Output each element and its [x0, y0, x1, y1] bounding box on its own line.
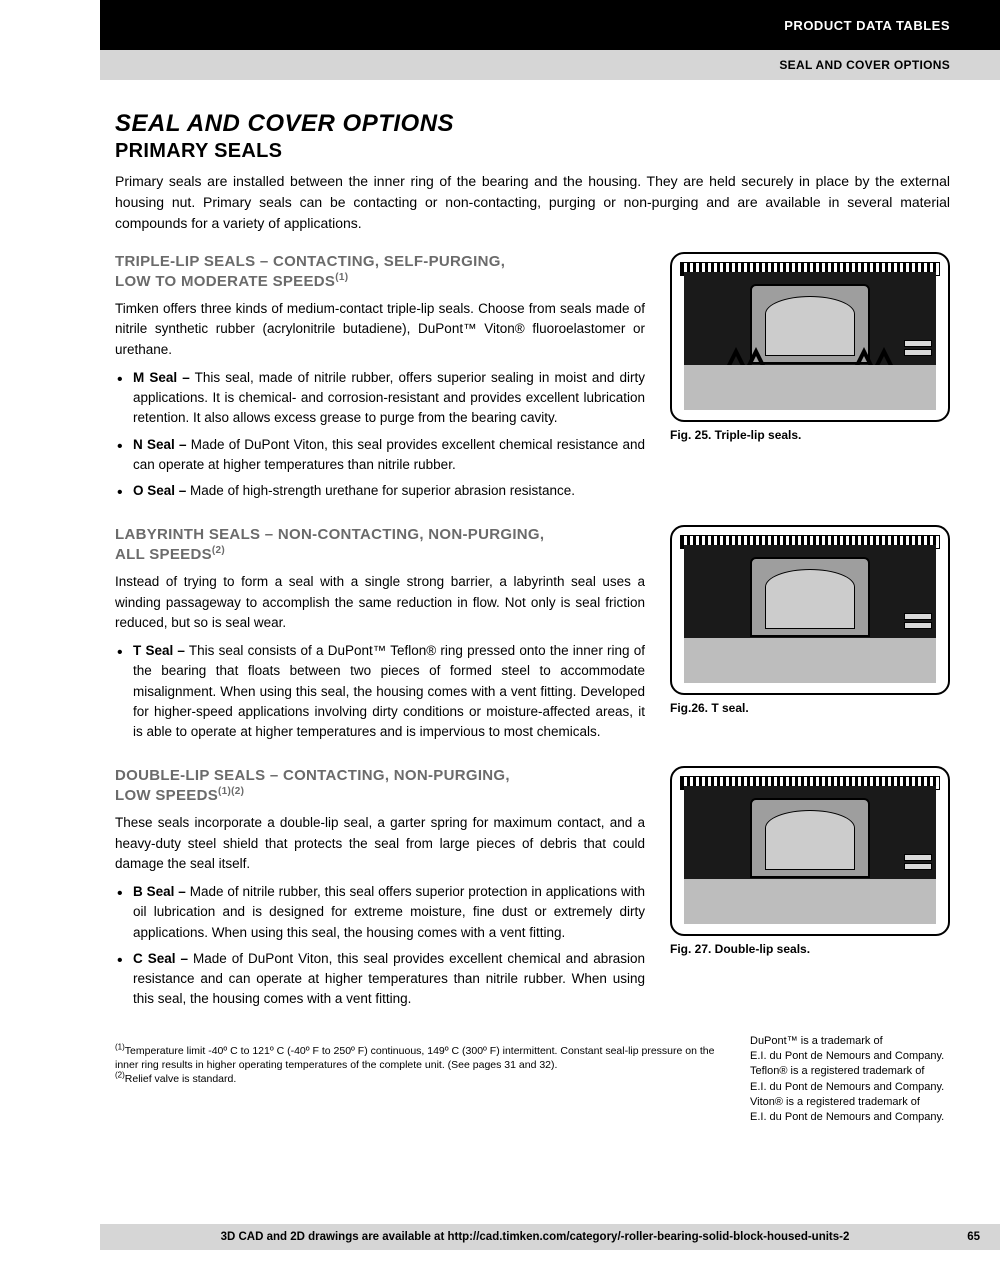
section-double-lip: DOUBLE-LIP SEALS – CONTACTING, NON-PURGI… [115, 766, 950, 1015]
figure-caption: Fig.26. T seal. [670, 701, 950, 715]
section-heading: DOUBLE-LIP SEALS – CONTACTING, NON-PURGI… [115, 766, 645, 805]
list-item: T Seal – This seal consists of a DuPont™… [133, 641, 645, 742]
section-right: Fig. 25. Triple-lip seals. [670, 252, 950, 507]
trademark-line: E.I. du Pont de Nemours and Company. [750, 1110, 950, 1125]
bullet-bold: M Seal – [133, 370, 190, 385]
bullet-bold: C Seal – [133, 951, 188, 966]
bullet-text: Made of DuPont Viton, this seal provides… [133, 437, 645, 472]
header-section: SEAL AND COVER OPTIONS [779, 58, 950, 72]
header-gray-bar: SEAL AND COVER OPTIONS [100, 50, 1000, 80]
bullet-bold: T Seal – [133, 643, 185, 658]
figure-t-seal [670, 525, 950, 695]
list-item: C Seal – Made of DuPont Viton, this seal… [133, 949, 645, 1010]
bullet-text: This seal, made of nitrile rubber, offer… [133, 370, 645, 426]
footnotes: (1)Temperature limit -40º C to 121º C (-… [115, 1044, 720, 1087]
page-number: 65 [967, 1231, 980, 1243]
diagram-icon [672, 254, 948, 420]
list-item: B Seal – Made of nitrile rubber, this se… [133, 882, 645, 943]
section-triple-lip: TRIPLE-LIP SEALS – CONTACTING, SELF-PURG… [115, 252, 950, 507]
bullet-list: B Seal – Made of nitrile rubber, this se… [115, 882, 645, 1010]
footnote-1: (1)Temperature limit -40º C to 121º C (-… [115, 1044, 720, 1072]
footnote-sup: (1) [115, 1042, 125, 1051]
bullet-text: Made of nitrile rubber, this seal offers… [133, 884, 645, 940]
bullet-text: This seal consists of a DuPont™ Teflon® … [133, 643, 645, 739]
heading-line2: LOW TO MODERATE SPEEDS [115, 273, 335, 290]
heading-line1: DOUBLE-LIP SEALS – CONTACTING, NON-PURGI… [115, 767, 510, 784]
footnote-2: (2)Relief valve is standard. [115, 1072, 720, 1086]
bullet-list: T Seal – This seal consists of a DuPont™… [115, 641, 645, 742]
section-labyrinth: LABYRINTH SEALS – NON-CONTACTING, NON-PU… [115, 525, 950, 748]
header-category: PRODUCT DATA TABLES [784, 18, 950, 33]
section-heading: LABYRINTH SEALS – NON-CONTACTING, NON-PU… [115, 525, 645, 564]
header-black-bar: PRODUCT DATA TABLES [100, 0, 1000, 50]
page-content: SEAL AND COVER OPTIONS PRIMARY SEALS Pri… [0, 80, 1000, 1126]
diagram-icon [672, 527, 948, 693]
bullet-list: M Seal – This seal, made of nitrile rubb… [115, 368, 645, 502]
heading-line2: ALL SPEEDS [115, 546, 212, 563]
bullet-text: Made of high-strength urethane for super… [186, 483, 575, 498]
diagram-icon [672, 768, 948, 934]
section-body: Timken offers three kinds of medium-cont… [115, 299, 645, 360]
heading-line1: TRIPLE-LIP SEALS – CONTACTING, SELF-PURG… [115, 253, 505, 270]
figure-caption: Fig. 27. Double-lip seals. [670, 942, 950, 956]
figure-caption: Fig. 25. Triple-lip seals. [670, 428, 950, 442]
trademark-line: E.I. du Pont de Nemours and Company. [750, 1049, 950, 1064]
section-left: TRIPLE-LIP SEALS – CONTACTING, SELF-PURG… [115, 252, 645, 507]
section-right: Fig. 27. Double-lip seals. [670, 766, 950, 1015]
trademark-line: Teflon® is a registered trademark of [750, 1064, 950, 1079]
bullet-text: Made of DuPont Viton, this seal provides… [133, 951, 645, 1007]
section-left: LABYRINTH SEALS – NON-CONTACTING, NON-PU… [115, 525, 645, 748]
heading-sup: (1)(2) [218, 786, 244, 797]
bullet-bold: O Seal – [133, 483, 186, 498]
bullet-bold: B Seal – [133, 884, 186, 899]
figure-triple-lip [670, 252, 950, 422]
intro-paragraph: Primary seals are installed between the … [115, 171, 950, 234]
trademark-line: Viton® is a registered trademark of [750, 1095, 950, 1110]
footer-bar: 3D CAD and 2D drawings are available at … [100, 1224, 1000, 1250]
trademark-line: E.I. du Pont de Nemours and Company. [750, 1080, 950, 1095]
list-item: M Seal – This seal, made of nitrile rubb… [133, 368, 645, 429]
list-item: N Seal – Made of DuPont Viton, this seal… [133, 435, 645, 476]
trademark-line: DuPont™ is a trademark of [750, 1034, 950, 1049]
figure-double-lip [670, 766, 950, 936]
heading-sup: (1) [335, 272, 348, 283]
heading-line2: LOW SPEEDS [115, 787, 218, 804]
heading-line1: LABYRINTH SEALS – NON-CONTACTING, NON-PU… [115, 526, 544, 543]
sub-title: PRIMARY SEALS [115, 140, 950, 163]
section-body: These seals incorporate a double-lip sea… [115, 813, 645, 874]
list-item: O Seal – Made of high-strength urethane … [133, 481, 645, 501]
section-body: Instead of trying to form a seal with a … [115, 572, 645, 633]
heading-sup: (2) [212, 545, 225, 556]
footnote-text: Relief valve is standard. [125, 1073, 236, 1085]
footer-text: 3D CAD and 2D drawings are available at … [221, 1231, 850, 1243]
main-title: SEAL AND COVER OPTIONS [115, 110, 950, 138]
section-right: Fig.26. T seal. [670, 525, 950, 748]
trademark-block: DuPont™ is a trademark of E.I. du Pont d… [750, 1034, 950, 1126]
section-heading: TRIPLE-LIP SEALS – CONTACTING, SELF-PURG… [115, 252, 645, 291]
section-left: DOUBLE-LIP SEALS – CONTACTING, NON-PURGI… [115, 766, 645, 1015]
footnote-text: Temperature limit -40º C to 121º C (-40º… [115, 1045, 714, 1071]
bullet-bold: N Seal – [133, 437, 187, 452]
footnote-sup: (2) [115, 1070, 125, 1079]
